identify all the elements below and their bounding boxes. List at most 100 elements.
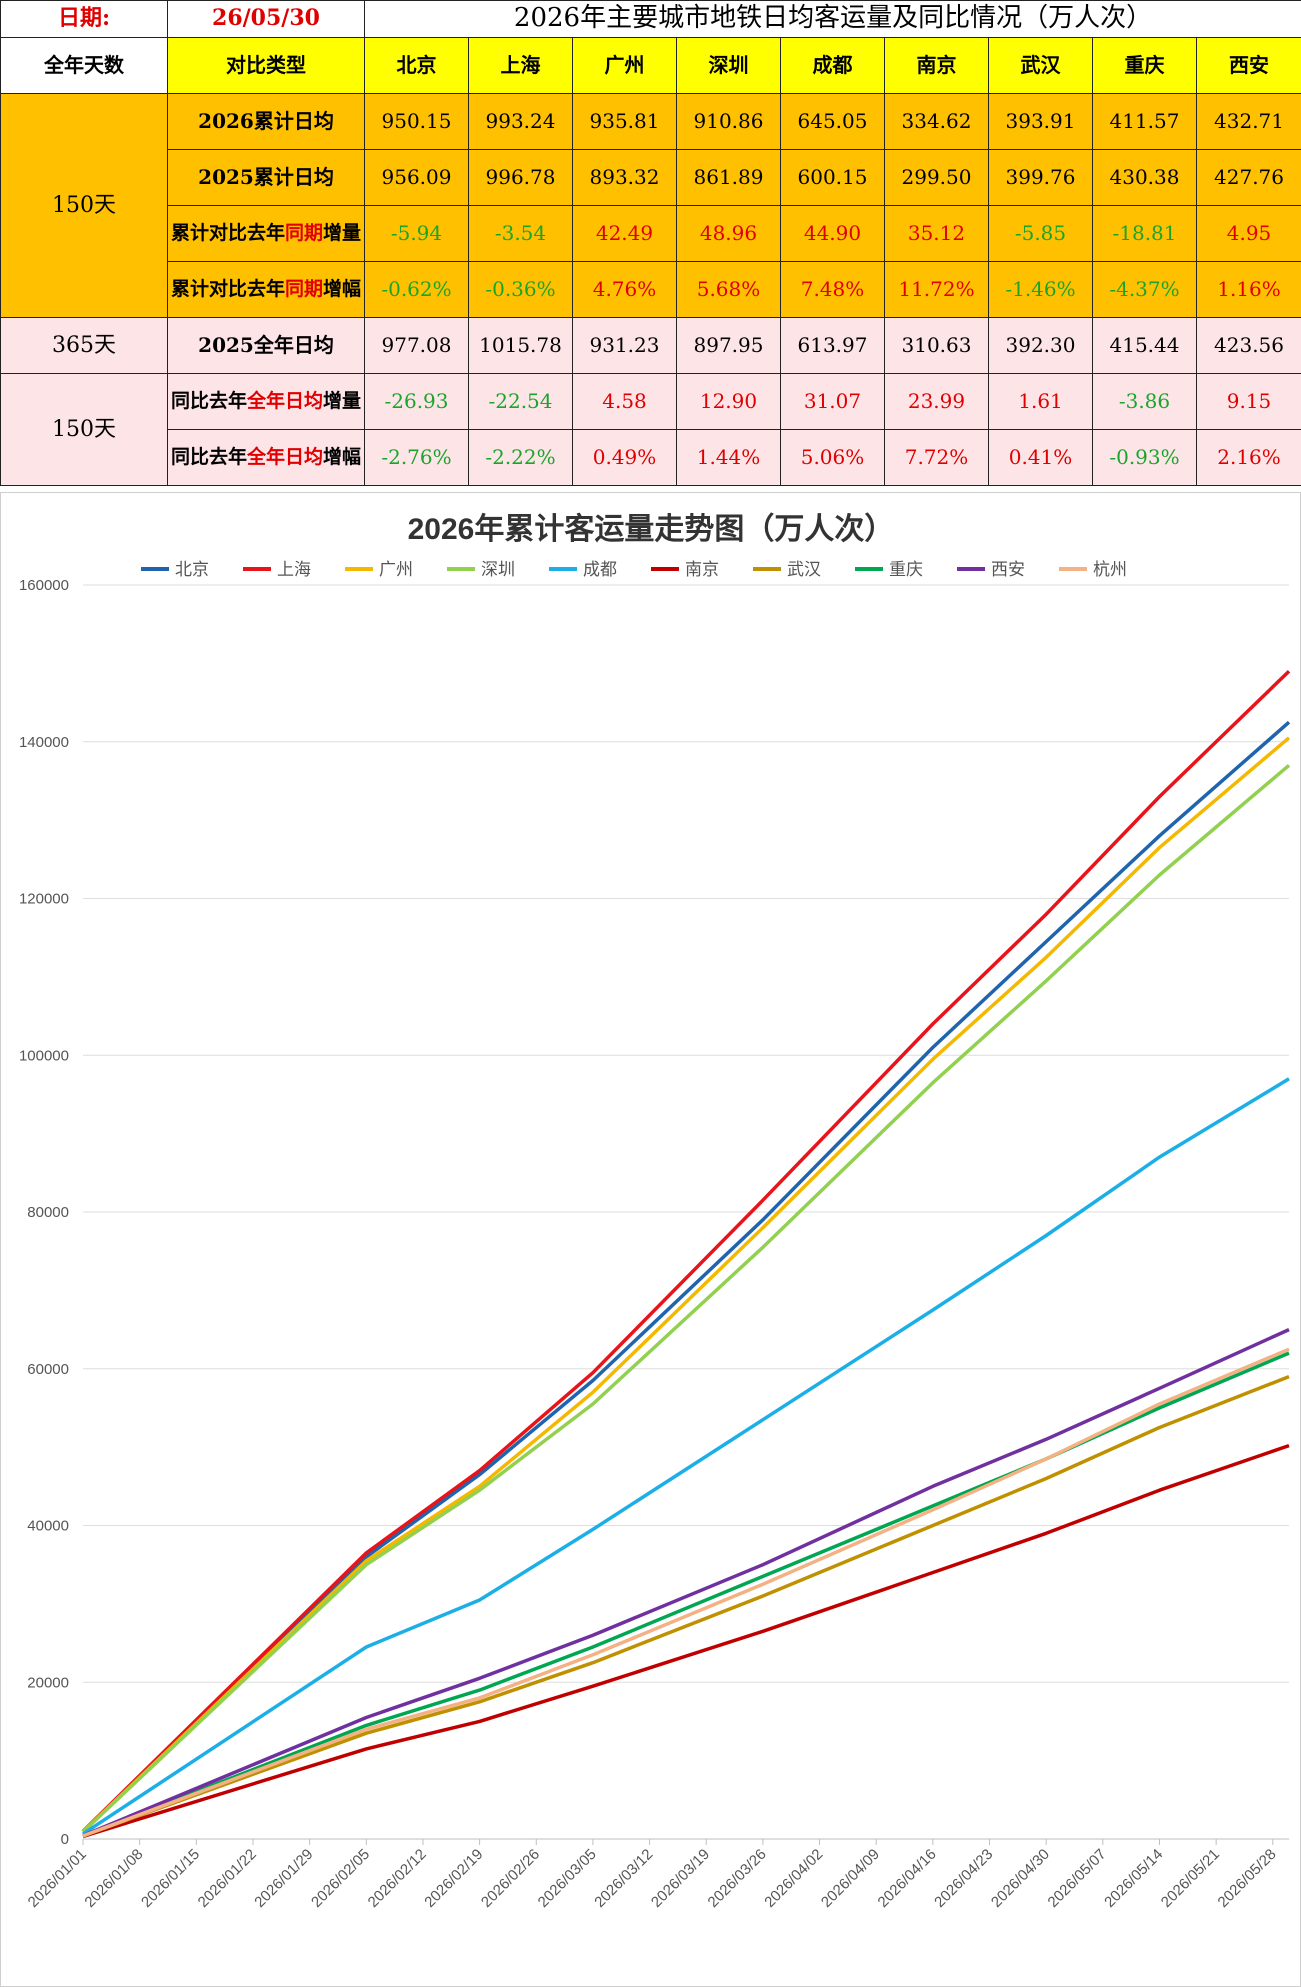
value-cell: 12.90	[676, 373, 781, 430]
header-city: 西安	[1195, 37, 1301, 94]
table-row: 150天 2026累计日均 950.15 993.24 935.81 910.86 64…	[0, 93, 1301, 318]
table-row: 累计对比去年同期增量 -5.94 -3.54 42.49 48.96 44.90 35.1…	[0, 205, 1301, 262]
value-cell: 7.48%	[780, 261, 885, 318]
value-cell: 956.09	[364, 149, 469, 206]
value-cell: 48.96	[676, 205, 781, 262]
value-cell: 5.06%	[780, 429, 885, 486]
value-cell: -0.36%	[468, 261, 573, 318]
value-cell: 0.49%	[572, 429, 677, 486]
value-cell: -5.94	[364, 205, 469, 262]
row-label: 累计对比去年同期增量	[167, 205, 365, 262]
value-cell: 23.99	[884, 373, 989, 430]
x-tick-label: 2026/03/19	[648, 1846, 713, 1911]
row-label: 累计对比去年同期增幅	[167, 261, 365, 318]
x-tick-label: 2026/01/29	[251, 1846, 316, 1911]
value-cell: 415.44	[1092, 317, 1197, 374]
y-tick-label: 40000	[27, 1518, 69, 1535]
value-cell: 5.68%	[676, 261, 781, 318]
y-tick-label: 80000	[27, 1204, 69, 1221]
value-cell: 1.44%	[676, 429, 781, 486]
value-cell: -0.62%	[364, 261, 469, 318]
y-tick-label: 100000	[19, 1047, 69, 1064]
series-line-9	[82, 1347, 1290, 1838]
value-cell: -18.81	[1092, 205, 1197, 262]
y-tick-label: 160000	[19, 577, 69, 594]
value-cell: 4.76%	[572, 261, 677, 318]
table-row: 累计对比去年同期增幅 -0.62% -0.36% 4.76% 5.68% 7.48% 11…	[0, 261, 1301, 318]
legend-label: 西安	[991, 560, 1025, 580]
table-row: 150天 同比去年全年日均增量 -26.93 -22.54 4.58 12.90 31.…	[0, 373, 1301, 486]
row-label: 同比去年全年日均增量	[167, 373, 365, 430]
date-value: 26/05/30	[167, 0, 365, 38]
header-city: 深圳	[676, 37, 781, 94]
comparison-table: 日期: 26/05/30 2026年主要城市地铁日均客运量及同比情况（万人次） …	[0, 0, 1301, 486]
value-cell: 996.78	[468, 149, 573, 206]
value-cell: 399.76	[988, 149, 1093, 206]
legend-label: 杭州	[1093, 560, 1127, 580]
value-cell: 935.81	[572, 93, 677, 150]
y-tick-label: 120000	[19, 891, 69, 908]
header-city: 成都	[780, 37, 885, 94]
value-cell: 2.16%	[1195, 429, 1301, 486]
row-label: 2025累计日均	[167, 149, 365, 206]
x-tick-label: 2026/04/16	[875, 1846, 940, 1911]
series-line-1	[81, 669, 1291, 1833]
x-tick-label: 2026/04/09	[818, 1846, 883, 1911]
value-cell: 393.91	[988, 93, 1093, 150]
header-city: 武汉	[988, 37, 1093, 94]
value-cell: 1015.78	[468, 317, 573, 374]
value-cell: 299.50	[884, 149, 989, 206]
y-axis: 0 20000 40000 60000 80000 100000 120000 140000 1…	[19, 577, 69, 1848]
series-line-4	[82, 1077, 1290, 1836]
x-tick-label: 2026/02/12	[365, 1846, 430, 1911]
x-tick-label: 2026/01/01	[25, 1846, 90, 1911]
header-city: 广州	[572, 37, 677, 94]
line-chart: 2026年累计客运量走势图（万人次） 北京 上海 广州 深圳 成都 南京 武汉 重庆 西安 杭州 …	[19, 512, 1291, 1911]
value-cell: 4.95	[1195, 205, 1301, 262]
row-label: 2026累计日均	[167, 93, 365, 150]
x-tick-label: 2026/04/23	[931, 1846, 996, 1911]
x-tick-label: 2026/03/26	[705, 1846, 770, 1911]
header-city: 北京	[364, 37, 469, 94]
series-line-3	[81, 763, 1291, 1834]
value-cell: 392.30	[988, 317, 1093, 374]
series-line-5	[82, 1443, 1290, 1839]
legend-label: 上海	[277, 560, 311, 580]
value-cell: 432.71	[1195, 93, 1301, 150]
header-type: 对比类型	[167, 37, 365, 94]
legend-label: 成都	[583, 560, 617, 580]
value-cell: 600.15	[780, 149, 885, 206]
value-cell: 430.38	[1092, 149, 1197, 206]
x-tick-label: 2026/02/05	[308, 1846, 373, 1911]
value-cell: -22.54	[468, 373, 573, 430]
value-cell: -0.93%	[1092, 429, 1197, 486]
value-cell: -3.54	[468, 205, 573, 262]
header-city: 重庆	[1092, 37, 1197, 94]
value-cell: 861.89	[676, 149, 781, 206]
series-line-7	[82, 1351, 1290, 1838]
value-cell: -3.86	[1092, 373, 1197, 430]
x-axis: 2026/01/012026/01/082026/01/152026/01/22…	[25, 1839, 1280, 1911]
value-cell: 334.62	[884, 93, 989, 150]
x-tick-label: 2026/01/08	[81, 1846, 146, 1911]
value-cell: 897.95	[676, 317, 781, 374]
x-tick-label: 2026/04/30	[988, 1846, 1053, 1911]
series-line-8	[82, 1328, 1290, 1838]
value-cell: 11.72%	[884, 261, 989, 318]
value-cell: 7.72%	[884, 429, 989, 486]
value-cell: 9.15	[1195, 373, 1301, 430]
x-tick-label: 2026/03/05	[535, 1846, 600, 1911]
x-tick-label: 2026/02/26	[478, 1846, 543, 1911]
value-cell: -5.85	[988, 205, 1093, 262]
value-cell: 42.49	[572, 205, 677, 262]
chart-grid	[83, 584, 1289, 1840]
x-tick-label: 2026/03/12	[591, 1846, 656, 1911]
value-cell: 4.58	[572, 373, 677, 430]
value-cell: -26.93	[364, 373, 469, 430]
x-tick-label: 2026/05/21	[1158, 1846, 1223, 1911]
x-tick-label: 2026/05/07	[1045, 1846, 1110, 1911]
value-cell: 411.57	[1092, 93, 1197, 150]
table-row: 2025累计日均 956.09 996.78 893.32 861.89 600.15 2…	[0, 149, 1301, 206]
value-cell: 893.32	[572, 149, 677, 206]
row-label: 同比去年全年日均增幅	[167, 429, 365, 486]
